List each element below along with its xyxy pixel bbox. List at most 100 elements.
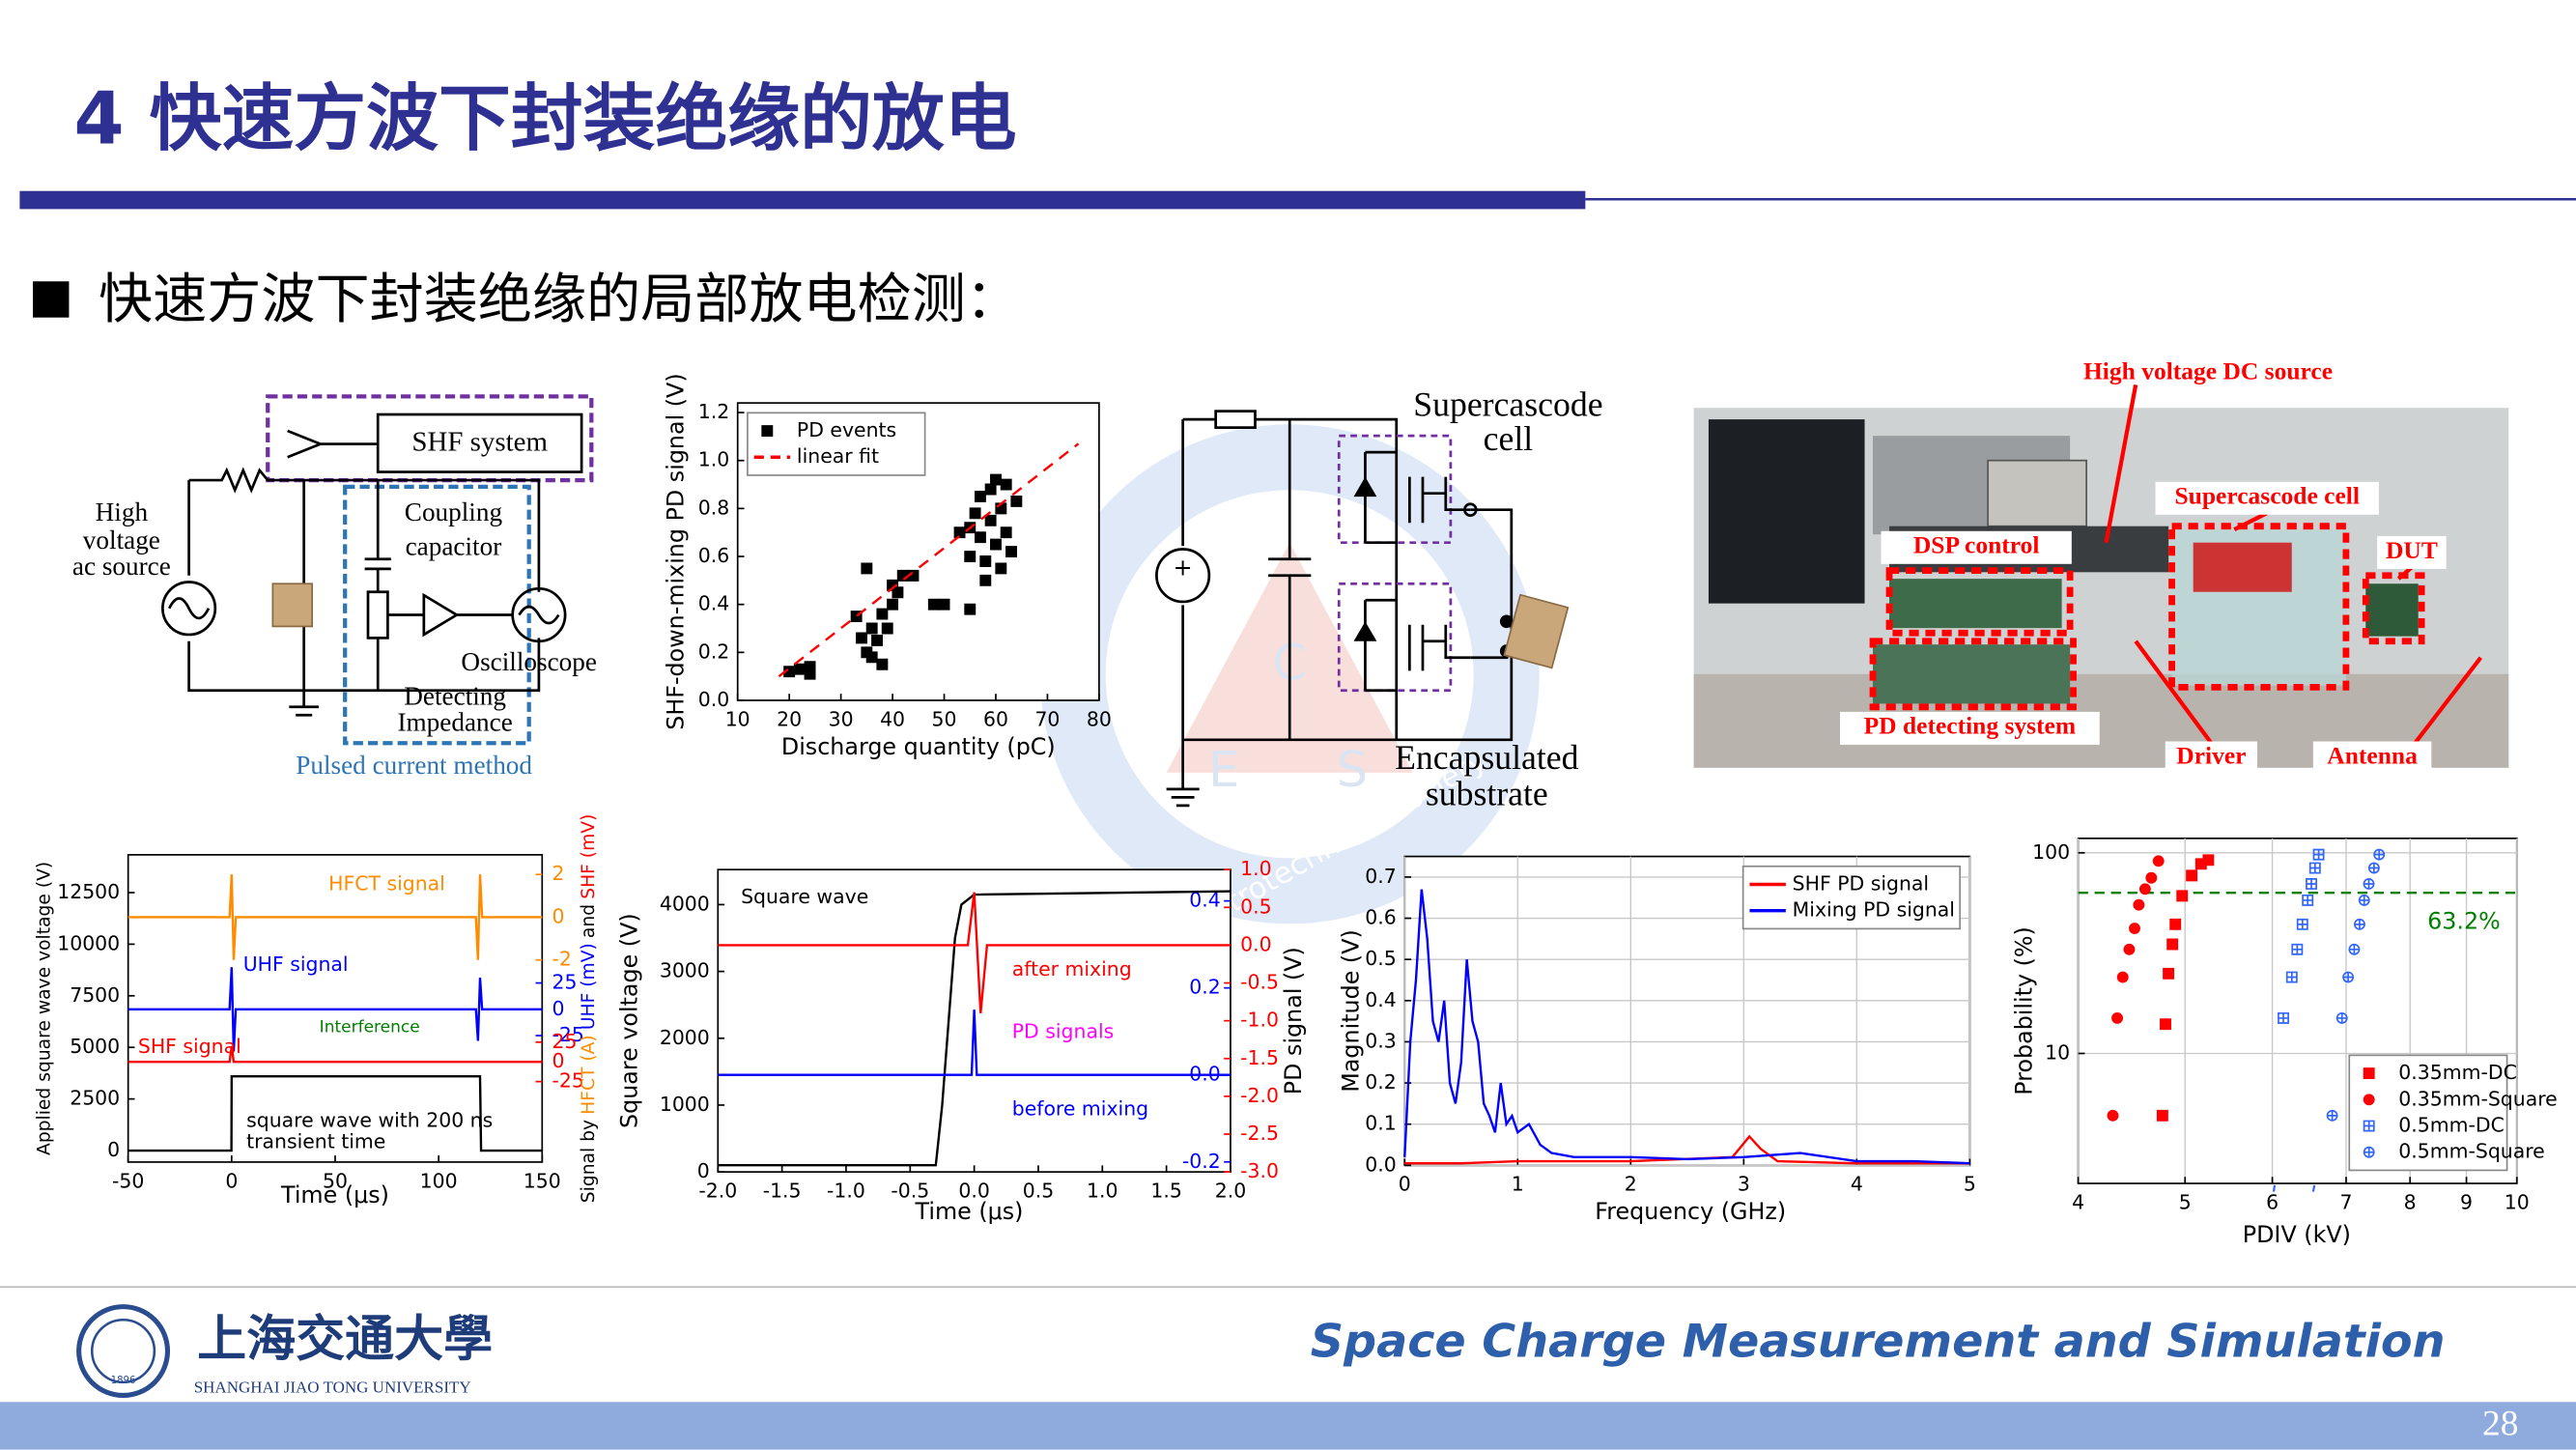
- x-axis-title: Time (μs): [280, 1181, 389, 1208]
- data-point: [984, 483, 997, 496]
- y-axis-title: Square voltage (V): [616, 913, 643, 1128]
- data-point: [2169, 918, 2182, 930]
- setup-photo: High voltage DC source Supercascode cell…: [1693, 356, 2509, 775]
- y-tick-label: 100: [2032, 840, 2070, 864]
- supercascode-topology-part: [1337, 434, 1453, 545]
- supercascode-topology-part: +: [1174, 554, 1193, 581]
- y-tick-label: 2: [552, 862, 565, 885]
- data-point: [2363, 878, 2375, 890]
- x-tick-label: 4: [1851, 1173, 1863, 1196]
- substrate-label: substrate: [1426, 775, 1548, 813]
- setup-photo-part: [1881, 530, 2072, 564]
- data-point: [2326, 1109, 2338, 1122]
- data-point: [1000, 526, 1012, 539]
- series-line: [778, 442, 1080, 678]
- series-line: [718, 1009, 1231, 1076]
- data-point: [2156, 1109, 2168, 1122]
- x-tick-label: 2.0: [1215, 1180, 1246, 1203]
- supercascode-topology-part: [1214, 410, 1257, 429]
- data-point: [2291, 943, 2304, 955]
- data-point: [953, 526, 966, 539]
- y-tick-label: 25: [552, 971, 578, 994]
- footer-band: [0, 1402, 2576, 1450]
- data-point: [969, 507, 981, 520]
- y-tick-label: 0.5: [1240, 895, 1271, 918]
- legend-marker: [2363, 1067, 2375, 1080]
- data-point: [990, 473, 1002, 486]
- data-point: [2186, 869, 2198, 882]
- data-point: [865, 651, 878, 664]
- scope-label: Oscilloscope: [461, 647, 597, 676]
- impedance-label: Detecting: [404, 682, 506, 711]
- series-line: [718, 892, 1231, 1013]
- y-tick-label: -25: [552, 1069, 584, 1093]
- photo-label: PD detecting system: [1864, 712, 2077, 740]
- y-tick-label: 0.6: [1365, 906, 1396, 929]
- y-tick-label: -0.5: [1240, 971, 1279, 994]
- y-tick-label: 5000: [70, 1035, 120, 1058]
- legend-label: PD events: [797, 418, 896, 441]
- annotation: square wave with 200 ns: [246, 1108, 493, 1131]
- x-tick-label: -1.5: [763, 1180, 802, 1203]
- data-point: [979, 574, 992, 586]
- watermark-letter: E: [1208, 742, 1239, 799]
- series-label: Square wave: [741, 885, 868, 908]
- data-point: [2373, 848, 2386, 861]
- y-tick-label: 0.6: [698, 544, 729, 567]
- slide-title: 4 快速方波下封装绝缘的放电: [74, 76, 1017, 160]
- x-tick-label: -0.5: [891, 1180, 929, 1203]
- y-tick-label: 2500: [70, 1087, 120, 1110]
- data-point: [2138, 883, 2151, 896]
- y-tick-label: 7500: [70, 983, 120, 1007]
- y2-axis-title: PD signal (V): [1280, 947, 1307, 1095]
- y-tick-label: 0.0: [1365, 1152, 1396, 1176]
- y-tick-label: 25: [552, 1030, 578, 1053]
- x-tick-label: 20: [777, 707, 802, 730]
- data-point: [938, 598, 950, 611]
- series-line: [1404, 1134, 1970, 1165]
- legend-label: 0.5mm-DC: [2398, 1114, 2505, 1137]
- legend-label: linear fit: [797, 444, 879, 468]
- data-point: [804, 661, 816, 673]
- y-tick-label: 0.5: [1365, 947, 1396, 970]
- x-axis-title: PDIV (kV): [2243, 1221, 2351, 1248]
- source-label: voltage: [83, 526, 160, 554]
- circuit-caption: Pulsed current method: [296, 751, 532, 780]
- legend-label: Mixing PD signal: [1793, 898, 1955, 922]
- data-point: [990, 538, 1002, 551]
- legend-marker: [2363, 1094, 2375, 1106]
- y-tick-label: -3.0: [1240, 1159, 1279, 1182]
- y-tick-label: 1.2: [698, 400, 729, 423]
- data-point: [2163, 967, 2175, 980]
- data-point: [871, 634, 883, 646]
- data-point: [2285, 971, 2298, 983]
- y-tick-label: 0: [552, 904, 565, 927]
- data-point: [2176, 890, 2189, 902]
- data-point: [2166, 938, 2179, 951]
- x-tick-label: -1.0: [827, 1180, 865, 1203]
- y-tick-label: 0: [552, 1049, 565, 1072]
- data-point: [856, 632, 867, 644]
- data-point: [1005, 546, 1017, 558]
- logo-year: 1896: [111, 1376, 136, 1386]
- data-point: [2335, 1012, 2348, 1024]
- setup-photo-part: [1840, 711, 2100, 745]
- pulsed-current-circuit-part: [167, 597, 211, 620]
- data-point: [892, 586, 904, 599]
- data-point: [927, 598, 940, 611]
- data-point: [881, 622, 893, 635]
- legend-marker: [2363, 1146, 2375, 1158]
- cell-label: cell: [1484, 419, 1534, 458]
- supercascode-topology-part: [1353, 476, 1377, 641]
- data-point: [964, 603, 977, 615]
- x-tick-label: 5: [2179, 1190, 2192, 1213]
- series-line: [1403, 889, 1970, 1165]
- y-tick-label: 0: [107, 1138, 120, 1161]
- data-point: [876, 608, 889, 620]
- supercascode-topology-part: [1337, 582, 1453, 693]
- data-point: [2354, 918, 2365, 930]
- y2-axis-title-part: UHF (mV): [578, 943, 598, 1030]
- watermark-letter: S: [1337, 742, 1368, 799]
